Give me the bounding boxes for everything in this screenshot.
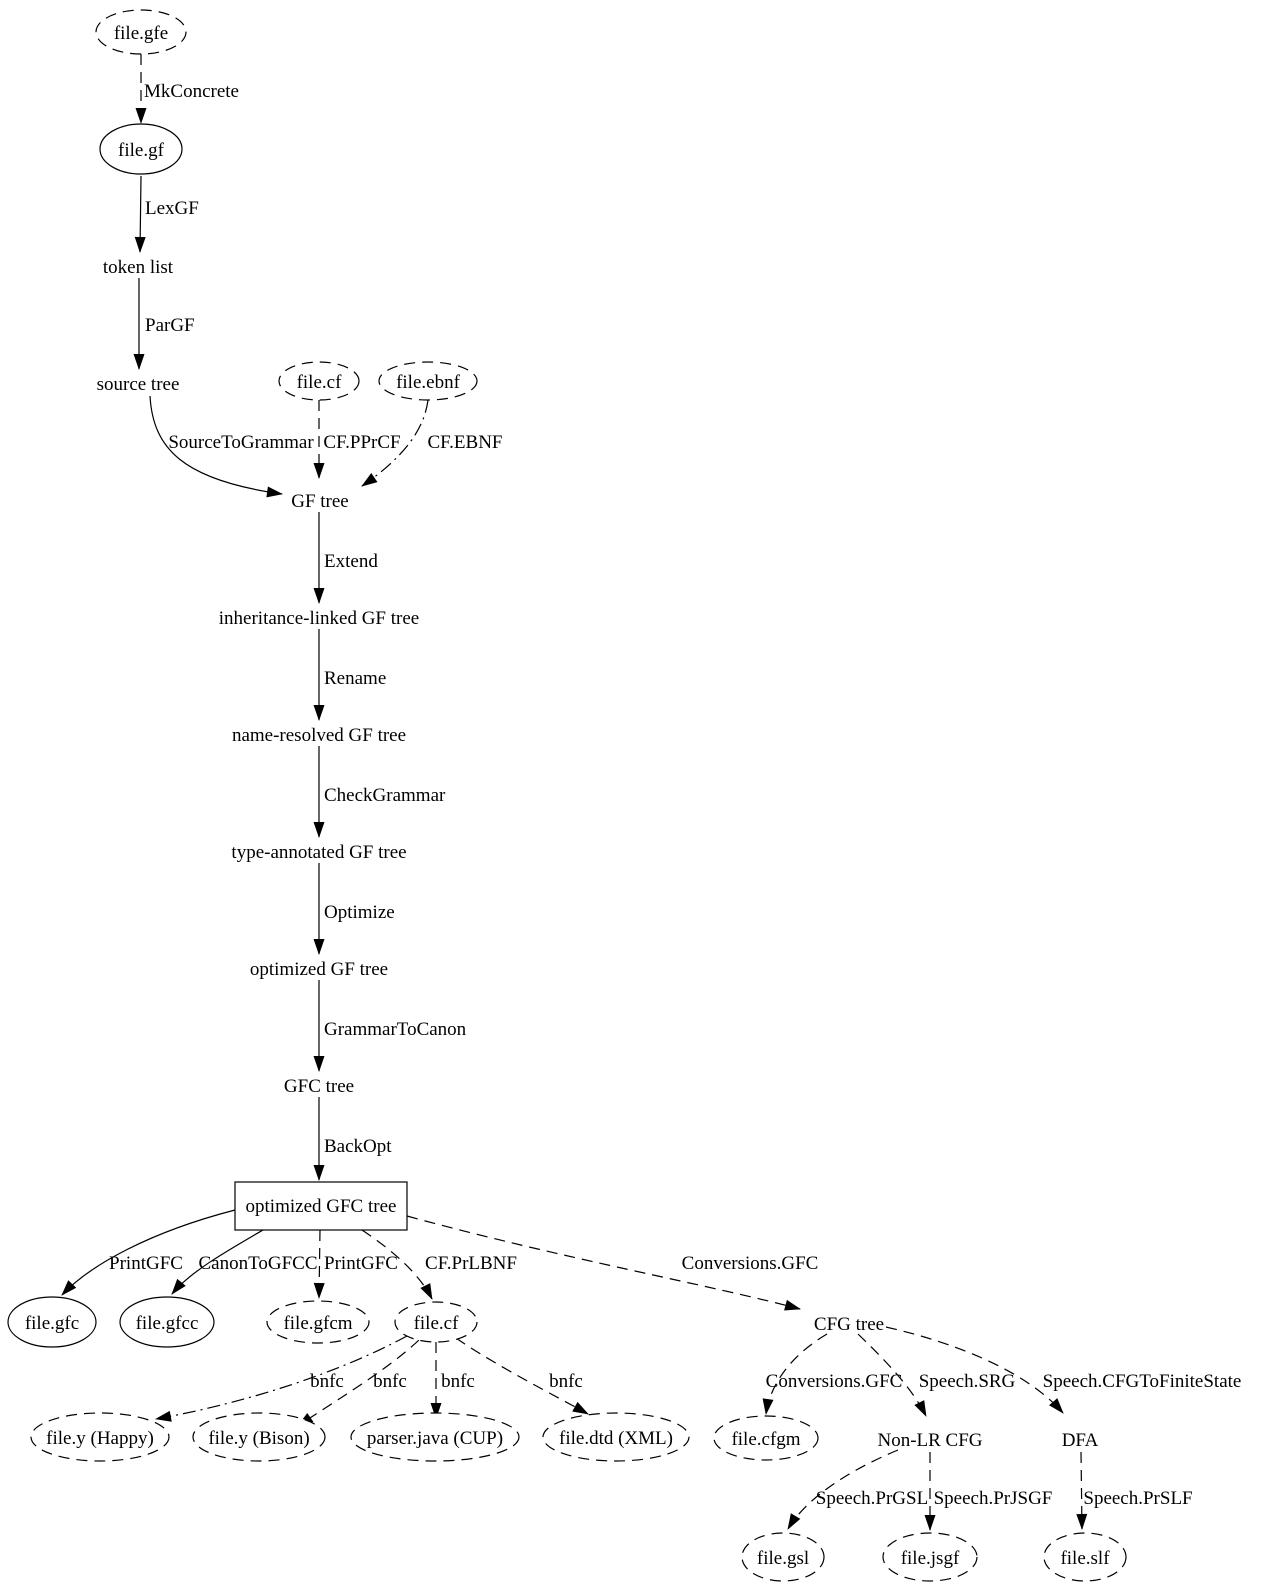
edge-label-bnfc-4: bnfc bbox=[549, 1371, 583, 1392]
node-optimized-gfc-tree-box bbox=[234, 1181, 408, 1231]
node-label-file-gsl: file.gsl bbox=[757, 1548, 809, 1569]
node-file-cf-src bbox=[278, 361, 360, 401]
node-file-ebnf bbox=[378, 361, 478, 401]
node-label-file-y-happy: file.y (Happy) bbox=[46, 1428, 154, 1449]
edge-label-lexgf: LexGF bbox=[145, 198, 199, 219]
node-label-file-gfcc: file.gfcc bbox=[136, 1313, 199, 1334]
node-label-type-annotated-gf-tree: type-annotated GF tree bbox=[231, 842, 406, 863]
node-label-source-tree: source tree bbox=[97, 374, 180, 395]
node-file-y-happy bbox=[30, 1412, 170, 1462]
edge-label-check-grammar: CheckGrammar bbox=[324, 785, 446, 806]
edge-label-speech-srg: Speech.SRG bbox=[919, 1371, 1016, 1392]
node-label-file-cfgm: file.cfgm bbox=[731, 1429, 800, 1450]
node-label-dfa: DFA bbox=[1062, 1430, 1099, 1451]
edge-label-cf-prlbnf: CF.PrLBNF bbox=[425, 1253, 517, 1274]
node-label-file-slf: file.slf bbox=[1060, 1548, 1110, 1569]
node-shapes bbox=[7, 9, 1127, 1582]
node-file-gfe bbox=[95, 9, 187, 55]
edge-label-bnfc-2: bnfc bbox=[373, 1371, 407, 1392]
node-label-parser-java-cup: parser.java (CUP) bbox=[367, 1428, 503, 1449]
edge-label-conversions-gfc-1: Conversions.GFC bbox=[682, 1253, 819, 1274]
edge-label-speech-cfg-to-finite-state: Speech.CFGToFiniteState bbox=[1043, 1371, 1242, 1392]
edge-box-to-cfgtree bbox=[406, 1215, 801, 1311]
node-label-file-gfcm: file.gfcm bbox=[283, 1313, 352, 1334]
edge-box-to-filegfcc bbox=[171, 1229, 264, 1295]
node-file-slf bbox=[1043, 1532, 1127, 1582]
node-label-optimized-gfc-tree: optimized GFC tree bbox=[246, 1196, 397, 1217]
node-label-inheritance-linked-gf-tree: inheritance-linked GF tree bbox=[219, 608, 419, 629]
node-file-gfcm bbox=[266, 1300, 370, 1344]
edge-cf-to-filedtd bbox=[455, 1337, 589, 1415]
node-label-gf-tree: GF tree bbox=[291, 491, 349, 512]
node-file-jsgf bbox=[882, 1532, 978, 1582]
node-file-gf bbox=[99, 123, 183, 175]
node-label-optimized-gf-tree: optimized GF tree bbox=[250, 959, 388, 980]
node-parser-java-cup bbox=[350, 1412, 520, 1462]
edge-gf-to-tokenlist bbox=[134, 175, 146, 253]
edge-box-to-filegfc bbox=[61, 1209, 236, 1296]
edge-label-cf-pprcf: CF.PPrCF bbox=[323, 432, 400, 453]
edge-label-optimize: Optimize bbox=[324, 902, 395, 923]
node-file-dtd-xml bbox=[542, 1412, 690, 1462]
edge-labels: MkConcrete LexGF ParGF SourceToGrammar C… bbox=[109, 81, 1241, 1509]
node-label-file-jsgf: file.jsgf bbox=[901, 1548, 960, 1569]
node-file-cf-out bbox=[394, 1301, 478, 1343]
node-label-file-cf-src: file.cf bbox=[297, 372, 343, 393]
node-file-y-bison bbox=[192, 1412, 326, 1462]
node-file-cfgm bbox=[713, 1415, 819, 1461]
node-file-gfcc bbox=[119, 1296, 215, 1348]
edge-label-canon-to-gfcc: CanonToGFCC bbox=[198, 1253, 317, 1274]
edge-label-source-to-grammar: SourceToGrammar bbox=[168, 432, 314, 453]
node-file-gfc bbox=[7, 1296, 97, 1348]
edge-label-speech-prjsgf: Speech.PrJSGF bbox=[934, 1488, 1053, 1509]
edge-label-printgfc-1: PrintGFC bbox=[109, 1253, 183, 1274]
node-label-file-gfe: file.gfe bbox=[114, 23, 168, 44]
node-labels: file.gfe file.gf token list source tree … bbox=[25, 23, 1110, 1569]
edge-label-grammar-to-canon: GrammarToCanon bbox=[324, 1019, 467, 1040]
edge-dfa-to-fileslf bbox=[1076, 1451, 1088, 1530]
node-label-token-list: token list bbox=[103, 257, 174, 278]
node-label-file-dtd-xml: file.dtd (XML) bbox=[559, 1428, 673, 1449]
edge-cfgtree-to-filecfgm bbox=[762, 1333, 828, 1415]
node-label-cfg-tree: CFG tree bbox=[814, 1314, 884, 1335]
edge-label-speech-prslf: Speech.PrSLF bbox=[1083, 1488, 1192, 1509]
edge-cfgtree-to-dfa bbox=[885, 1326, 1064, 1414]
edge-cfgtree-to-nonlrcfg bbox=[857, 1333, 927, 1417]
node-label-non-lr-cfg: Non-LR CFG bbox=[877, 1430, 982, 1451]
node-file-gsl bbox=[741, 1532, 825, 1582]
edge-label-rename: Rename bbox=[324, 668, 386, 689]
edge-label-extend: Extend bbox=[324, 551, 378, 572]
edge-label-backopt: BackOpt bbox=[324, 1136, 392, 1157]
edge-label-bnfc-3: bnfc bbox=[441, 1371, 475, 1392]
edge-nonlr-to-filegsl bbox=[787, 1449, 899, 1530]
edge-cf-to-happy bbox=[155, 1335, 408, 1422]
node-label-file-gfc: file.gfc bbox=[25, 1313, 79, 1334]
node-label-file-gf: file.gf bbox=[118, 140, 165, 161]
edge-label-cf-ebnf: CF.EBNF bbox=[427, 432, 502, 453]
node-label-file-y-bison: file.y (Bison) bbox=[208, 1428, 309, 1449]
edge-label-pargf: ParGF bbox=[145, 315, 195, 336]
edge-source-to-gftree bbox=[149, 395, 283, 498]
edge-ebnf-to-gftree bbox=[361, 399, 429, 487]
node-label-name-resolved-gf-tree: name-resolved GF tree bbox=[232, 725, 406, 746]
node-label-file-cf-out: file.cf bbox=[414, 1313, 460, 1334]
node-label-gfc-tree: GFC tree bbox=[284, 1076, 354, 1097]
edge-label-printgfc-2: PrintGFC bbox=[324, 1253, 398, 1274]
edges bbox=[61, 54, 1088, 1531]
edge-box-to-filegfcm bbox=[313, 1229, 325, 1299]
edge-label-mkconcrete: MkConcrete bbox=[144, 81, 239, 102]
edge-label-speech-prgsl: Speech.PrGSL bbox=[816, 1488, 928, 1509]
node-label-file-ebnf: file.ebnf bbox=[396, 372, 461, 393]
edge-box-to-filecf bbox=[361, 1229, 433, 1300]
edge-label-bnfc-1: bnfc bbox=[310, 1371, 344, 1392]
edge-label-conversions-gfc-2: Conversions.GFC bbox=[766, 1371, 903, 1392]
edge-cf-to-bison bbox=[297, 1339, 420, 1427]
